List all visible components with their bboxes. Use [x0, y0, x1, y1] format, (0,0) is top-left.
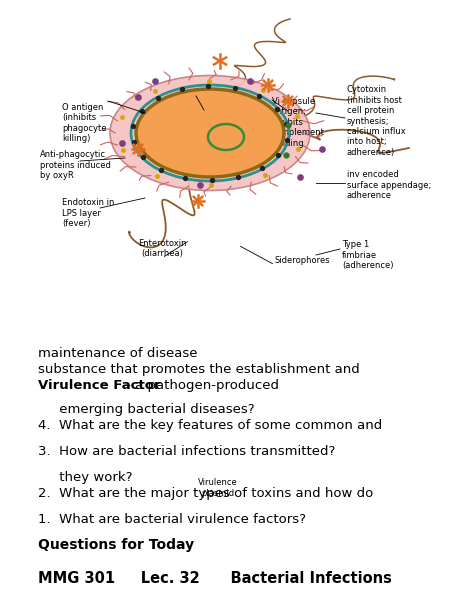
- Text: Type 1
fimbriae
(adherence): Type 1 fimbriae (adherence): [342, 240, 393, 270]
- Text: Vi capsule
antigen;
inhibits
complement
binding: Vi capsule antigen; inhibits complement …: [272, 97, 325, 148]
- Text: substance that promotes the establishment and: substance that promotes the establishmen…: [38, 363, 360, 376]
- Ellipse shape: [136, 89, 284, 177]
- Ellipse shape: [110, 75, 310, 191]
- Text: Virulence
plasmid: Virulence plasmid: [198, 115, 238, 135]
- Text: Virulence
plasmid: Virulence plasmid: [198, 478, 238, 498]
- Text: 3.  How are bacterial infections transmitted?: 3. How are bacterial infections transmit…: [38, 445, 336, 458]
- Text: MMG 301     Lec. 32      Bacterial Infections: MMG 301 Lec. 32 Bacterial Infections: [38, 571, 392, 586]
- Text: Flagellum
(motility)
H antigen
(adherence;
inhibits
phagocyte
killing): Flagellum (motility) H antigen (adherenc…: [171, 93, 221, 164]
- Text: they work?: they work?: [38, 471, 133, 484]
- Text: Virulence Factor: Virulence Factor: [38, 379, 161, 392]
- Text: Enterotoxin
(diarrhea): Enterotoxin (diarrhea): [138, 238, 186, 258]
- Text: Siderophores: Siderophores: [275, 256, 331, 265]
- Text: emerging bacterial diseases?: emerging bacterial diseases?: [38, 403, 255, 416]
- Text: O antigen
(inhibits
phagocyte
killing): O antigen (inhibits phagocyte killing): [62, 103, 107, 143]
- Text: inv encoded
surface appendage;
adherence: inv encoded surface appendage; adherence: [347, 170, 431, 200]
- Text: 4.  What are the key features of some common and: 4. What are the key features of some com…: [38, 419, 382, 432]
- Text: Cytotoxin
(inhibits host
cell protein
synthesis;
calcium influx
into host;
adher: Cytotoxin (inhibits host cell protein sy…: [347, 85, 406, 157]
- Text: 2.  What are the major types of toxins and how do: 2. What are the major types of toxins an…: [38, 487, 373, 500]
- Text: Endotoxin in
LPS layer
(fever): Endotoxin in LPS layer (fever): [62, 198, 114, 228]
- Text: 1.  What are bacterial virulence factors?: 1. What are bacterial virulence factors?: [38, 513, 306, 526]
- Text: – a pathogen-produced: – a pathogen-produced: [120, 379, 279, 392]
- Text: Anti-phagocytic
proteins induced
by oxyR: Anti-phagocytic proteins induced by oxyR: [40, 150, 111, 180]
- Text: maintenance of disease: maintenance of disease: [38, 347, 198, 360]
- Text: Questions for Today: Questions for Today: [38, 538, 194, 552]
